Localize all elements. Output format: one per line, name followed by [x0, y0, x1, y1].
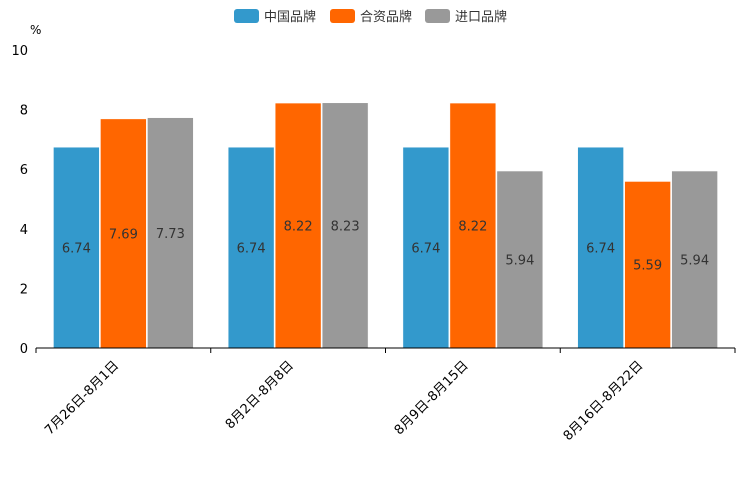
- bar-value-label: 6.74: [411, 242, 440, 257]
- bar-value-label: 6.74: [586, 242, 615, 257]
- y-axis: 0 2 4 6 8 10: [11, 44, 28, 357]
- bar-value-label: 6.74: [237, 242, 266, 257]
- y-tick-label: 6: [20, 163, 28, 178]
- x-tick-label: 8月16日-8月22日: [561, 358, 647, 444]
- bar-value-label: 5.94: [505, 253, 534, 268]
- y-tick-label: 8: [20, 104, 28, 119]
- bar-value-label: 6.74: [62, 242, 91, 257]
- y-tick-label: 4: [20, 223, 28, 238]
- bar-3-2: [321, 102, 369, 349]
- bars: [53, 102, 718, 349]
- bar-value-label: 8.22: [284, 220, 313, 235]
- bar-value-label: 8.23: [331, 219, 360, 234]
- x-tick-label: 8月2日-8月8日: [223, 358, 297, 432]
- x-tick-label: 8月9日-8月15日: [392, 358, 472, 438]
- legend-swatch-3: [425, 9, 450, 23]
- bar-value-label: 5.94: [680, 253, 709, 268]
- y-tick-label: 2: [20, 282, 28, 297]
- bar-3-1: [147, 117, 194, 349]
- bar-value-label: 5.59: [633, 259, 662, 274]
- legend-label-1: 中国品牌: [264, 9, 316, 25]
- bar-value-label: 7.69: [109, 227, 138, 242]
- bar-1-2: [227, 146, 275, 349]
- y-axis-unit: %: [30, 23, 41, 37]
- bar-2-2: [274, 102, 322, 349]
- bar-2-4: [624, 181, 671, 349]
- x-tick-label: 7月26日-8月1日: [42, 358, 122, 438]
- bar-value-label: 8.22: [458, 220, 487, 235]
- legend-swatch-1: [234, 9, 259, 23]
- y-tick-label: 0: [20, 342, 28, 357]
- bar-2-1: [100, 118, 147, 349]
- legend-label-2: 合资品牌: [360, 9, 412, 25]
- x-axis: 7月26日-8月1日 8月2日-8月8日 8月9日-8月15日 8月16日-8月22日: [35, 347, 736, 444]
- bar-3-4: [671, 170, 718, 349]
- y-tick-label: 10: [11, 44, 28, 59]
- bar-2-3: [449, 102, 497, 349]
- legend: 中国品牌 合资品牌 进口品牌: [234, 9, 507, 25]
- bar-1-4: [577, 146, 624, 349]
- data-labels: 6.74 7.69 7.73 6.74 8.22 8.23 6.74 8.22 5.94 6.74…: [62, 219, 709, 273]
- legend-swatch-2: [330, 9, 355, 23]
- bar-value-label: 7.73: [156, 227, 185, 242]
- legend-label-3: 进口品牌: [455, 9, 507, 25]
- bar-1-1: [53, 146, 100, 349]
